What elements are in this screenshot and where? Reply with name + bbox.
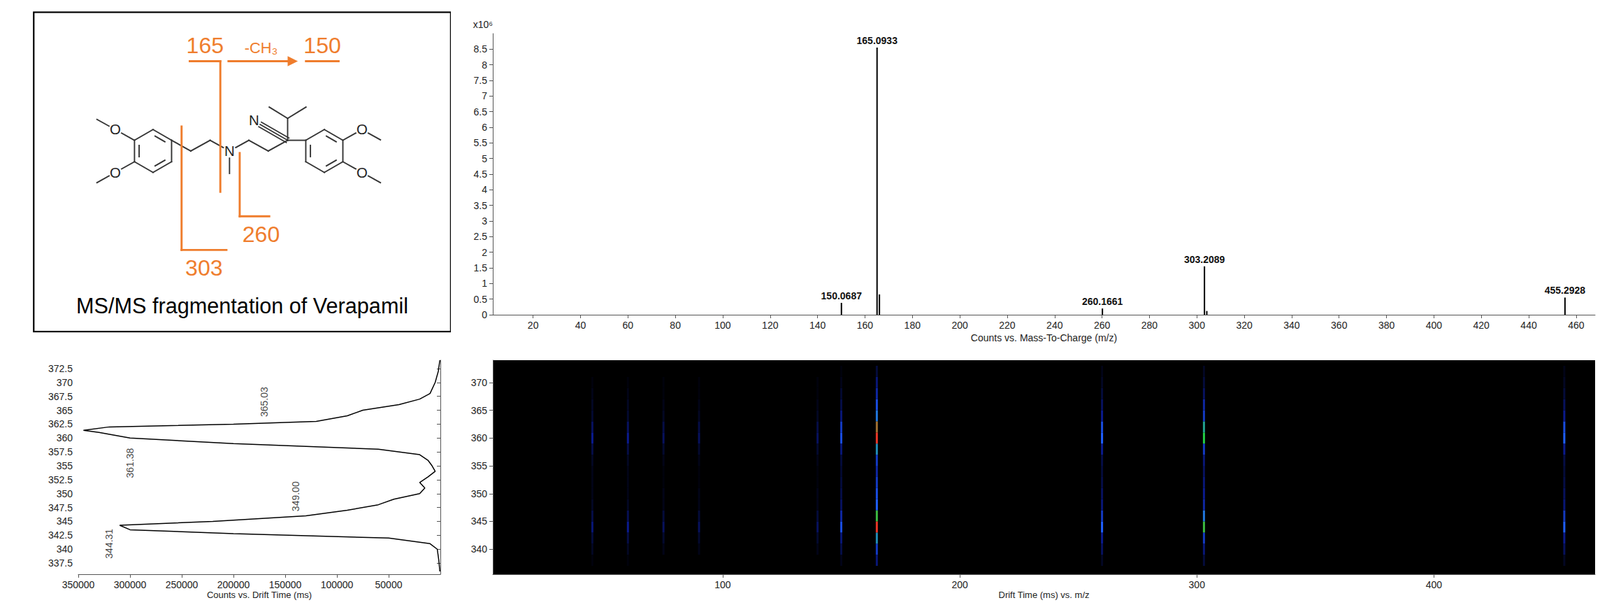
svg-text:4: 4	[481, 183, 488, 196]
svg-text:N: N	[224, 143, 235, 159]
svg-text:300: 300	[1188, 319, 1206, 331]
svg-text:Counts vs. Mass-To-Charge (m/z: Counts vs. Mass-To-Charge (m/z)	[970, 332, 1117, 344]
svg-text:200: 200	[951, 319, 969, 331]
svg-text:300000: 300000	[113, 578, 147, 590]
svg-text:340: 340	[56, 543, 74, 555]
svg-text:345: 345	[471, 515, 488, 527]
svg-text:355: 355	[471, 459, 488, 472]
svg-text:344.31: 344.31	[103, 528, 115, 559]
svg-text:320: 320	[1235, 319, 1253, 331]
svg-text:340: 340	[471, 543, 488, 555]
svg-text:1.5: 1.5	[473, 262, 488, 274]
svg-text:350: 350	[56, 487, 74, 500]
svg-text:0: 0	[481, 308, 488, 321]
svg-text:303.2089: 303.2089	[1184, 253, 1226, 265]
svg-text:MS/MS fragmentation of Verapam: MS/MS fragmentation of Verapamil	[76, 293, 409, 319]
svg-text:100000: 100000	[320, 578, 354, 590]
svg-text:350: 350	[471, 487, 488, 500]
svg-text:120: 120	[761, 319, 779, 331]
svg-text:60: 60	[622, 319, 634, 331]
svg-text:Drift Time (ms) vs. m/z: Drift Time (ms) vs. m/z	[998, 589, 1090, 600]
svg-text:370: 370	[471, 376, 488, 388]
svg-text:3.5: 3.5	[473, 199, 488, 212]
svg-text:300: 300	[1188, 578, 1206, 590]
svg-text:2.5: 2.5	[473, 230, 488, 242]
svg-text:240: 240	[1046, 319, 1064, 331]
svg-text:200: 200	[951, 578, 969, 590]
svg-text:N: N	[248, 112, 260, 128]
svg-text:150: 150	[303, 32, 342, 59]
svg-text:8: 8	[481, 59, 488, 71]
svg-text:160: 160	[856, 319, 874, 331]
svg-text:367.5: 367.5	[48, 390, 73, 402]
svg-text:140: 140	[809, 319, 827, 331]
svg-text:O: O	[356, 121, 368, 138]
svg-text:280: 280	[1141, 319, 1159, 331]
svg-text:180: 180	[904, 319, 922, 331]
svg-text:6: 6	[481, 121, 488, 133]
svg-text:-CH₃: -CH₃	[244, 39, 279, 57]
svg-text:O: O	[109, 121, 121, 138]
svg-text:360: 360	[1330, 319, 1348, 331]
svg-text:347.5: 347.5	[48, 501, 73, 514]
svg-text:2: 2	[481, 246, 488, 258]
svg-text:O: O	[356, 164, 368, 181]
svg-text:372.5: 372.5	[48, 362, 73, 374]
svg-text:50000: 50000	[375, 578, 403, 590]
svg-text:455.2928: 455.2928	[1544, 284, 1587, 296]
svg-text:362.5: 362.5	[48, 417, 73, 430]
svg-text:365: 365	[56, 404, 74, 416]
svg-text:260: 260	[1093, 319, 1111, 331]
svg-text:355: 355	[56, 459, 74, 472]
svg-text:20: 20	[527, 319, 539, 331]
svg-text:150000: 150000	[269, 578, 302, 590]
svg-text:352.5: 352.5	[48, 473, 73, 486]
svg-text:100: 100	[714, 578, 732, 590]
svg-text:100: 100	[714, 319, 732, 331]
svg-text:365.03: 365.03	[258, 386, 270, 417]
svg-text:Counts vs. Drift Time (ms): Counts vs. Drift Time (ms)	[206, 589, 312, 600]
svg-text:150.0687: 150.0687	[821, 290, 863, 302]
svg-text:342.5: 342.5	[48, 529, 73, 541]
svg-text:361.38: 361.38	[124, 447, 136, 478]
svg-text:357.5: 357.5	[48, 445, 73, 458]
svg-text:349.00: 349.00	[290, 480, 302, 511]
svg-text:8.5: 8.5	[473, 43, 488, 55]
svg-text:O: O	[109, 164, 121, 181]
svg-text:400: 400	[1425, 578, 1443, 590]
svg-text:440: 440	[1520, 319, 1538, 331]
svg-text:303: 303	[185, 255, 223, 281]
svg-text:365: 365	[471, 404, 488, 416]
svg-text:337.5: 337.5	[48, 557, 73, 569]
svg-text:360: 360	[471, 431, 488, 444]
svg-text:x10⁶: x10⁶	[473, 18, 493, 31]
svg-text:380: 380	[1378, 319, 1396, 331]
svg-text:165.0933: 165.0933	[856, 34, 899, 47]
svg-text:345: 345	[56, 515, 74, 527]
svg-text:7: 7	[481, 90, 488, 102]
svg-text:350000: 350000	[62, 578, 96, 590]
svg-text:5: 5	[481, 153, 488, 165]
svg-text:5.5: 5.5	[473, 137, 488, 149]
svg-text:40: 40	[575, 319, 587, 331]
svg-text:165: 165	[186, 32, 225, 59]
svg-text:1: 1	[481, 277, 488, 289]
svg-text:200000: 200000	[217, 578, 251, 590]
svg-text:400: 400	[1425, 319, 1443, 331]
svg-text:80: 80	[669, 319, 681, 331]
svg-text:340: 340	[1283, 319, 1301, 331]
svg-text:4.5: 4.5	[473, 168, 488, 180]
svg-text:6.5: 6.5	[473, 106, 488, 118]
svg-text:7.5: 7.5	[473, 74, 488, 86]
svg-text:220: 220	[998, 319, 1016, 331]
svg-text:260.1661: 260.1661	[1082, 295, 1124, 307]
svg-text:260: 260	[242, 221, 281, 247]
svg-text:0.5: 0.5	[473, 293, 488, 305]
svg-text:250000: 250000	[165, 578, 199, 590]
svg-text:360: 360	[56, 431, 74, 444]
svg-text:3: 3	[481, 215, 488, 227]
svg-text:370: 370	[56, 376, 74, 388]
svg-text:420: 420	[1473, 319, 1491, 331]
svg-text:460: 460	[1567, 319, 1585, 331]
